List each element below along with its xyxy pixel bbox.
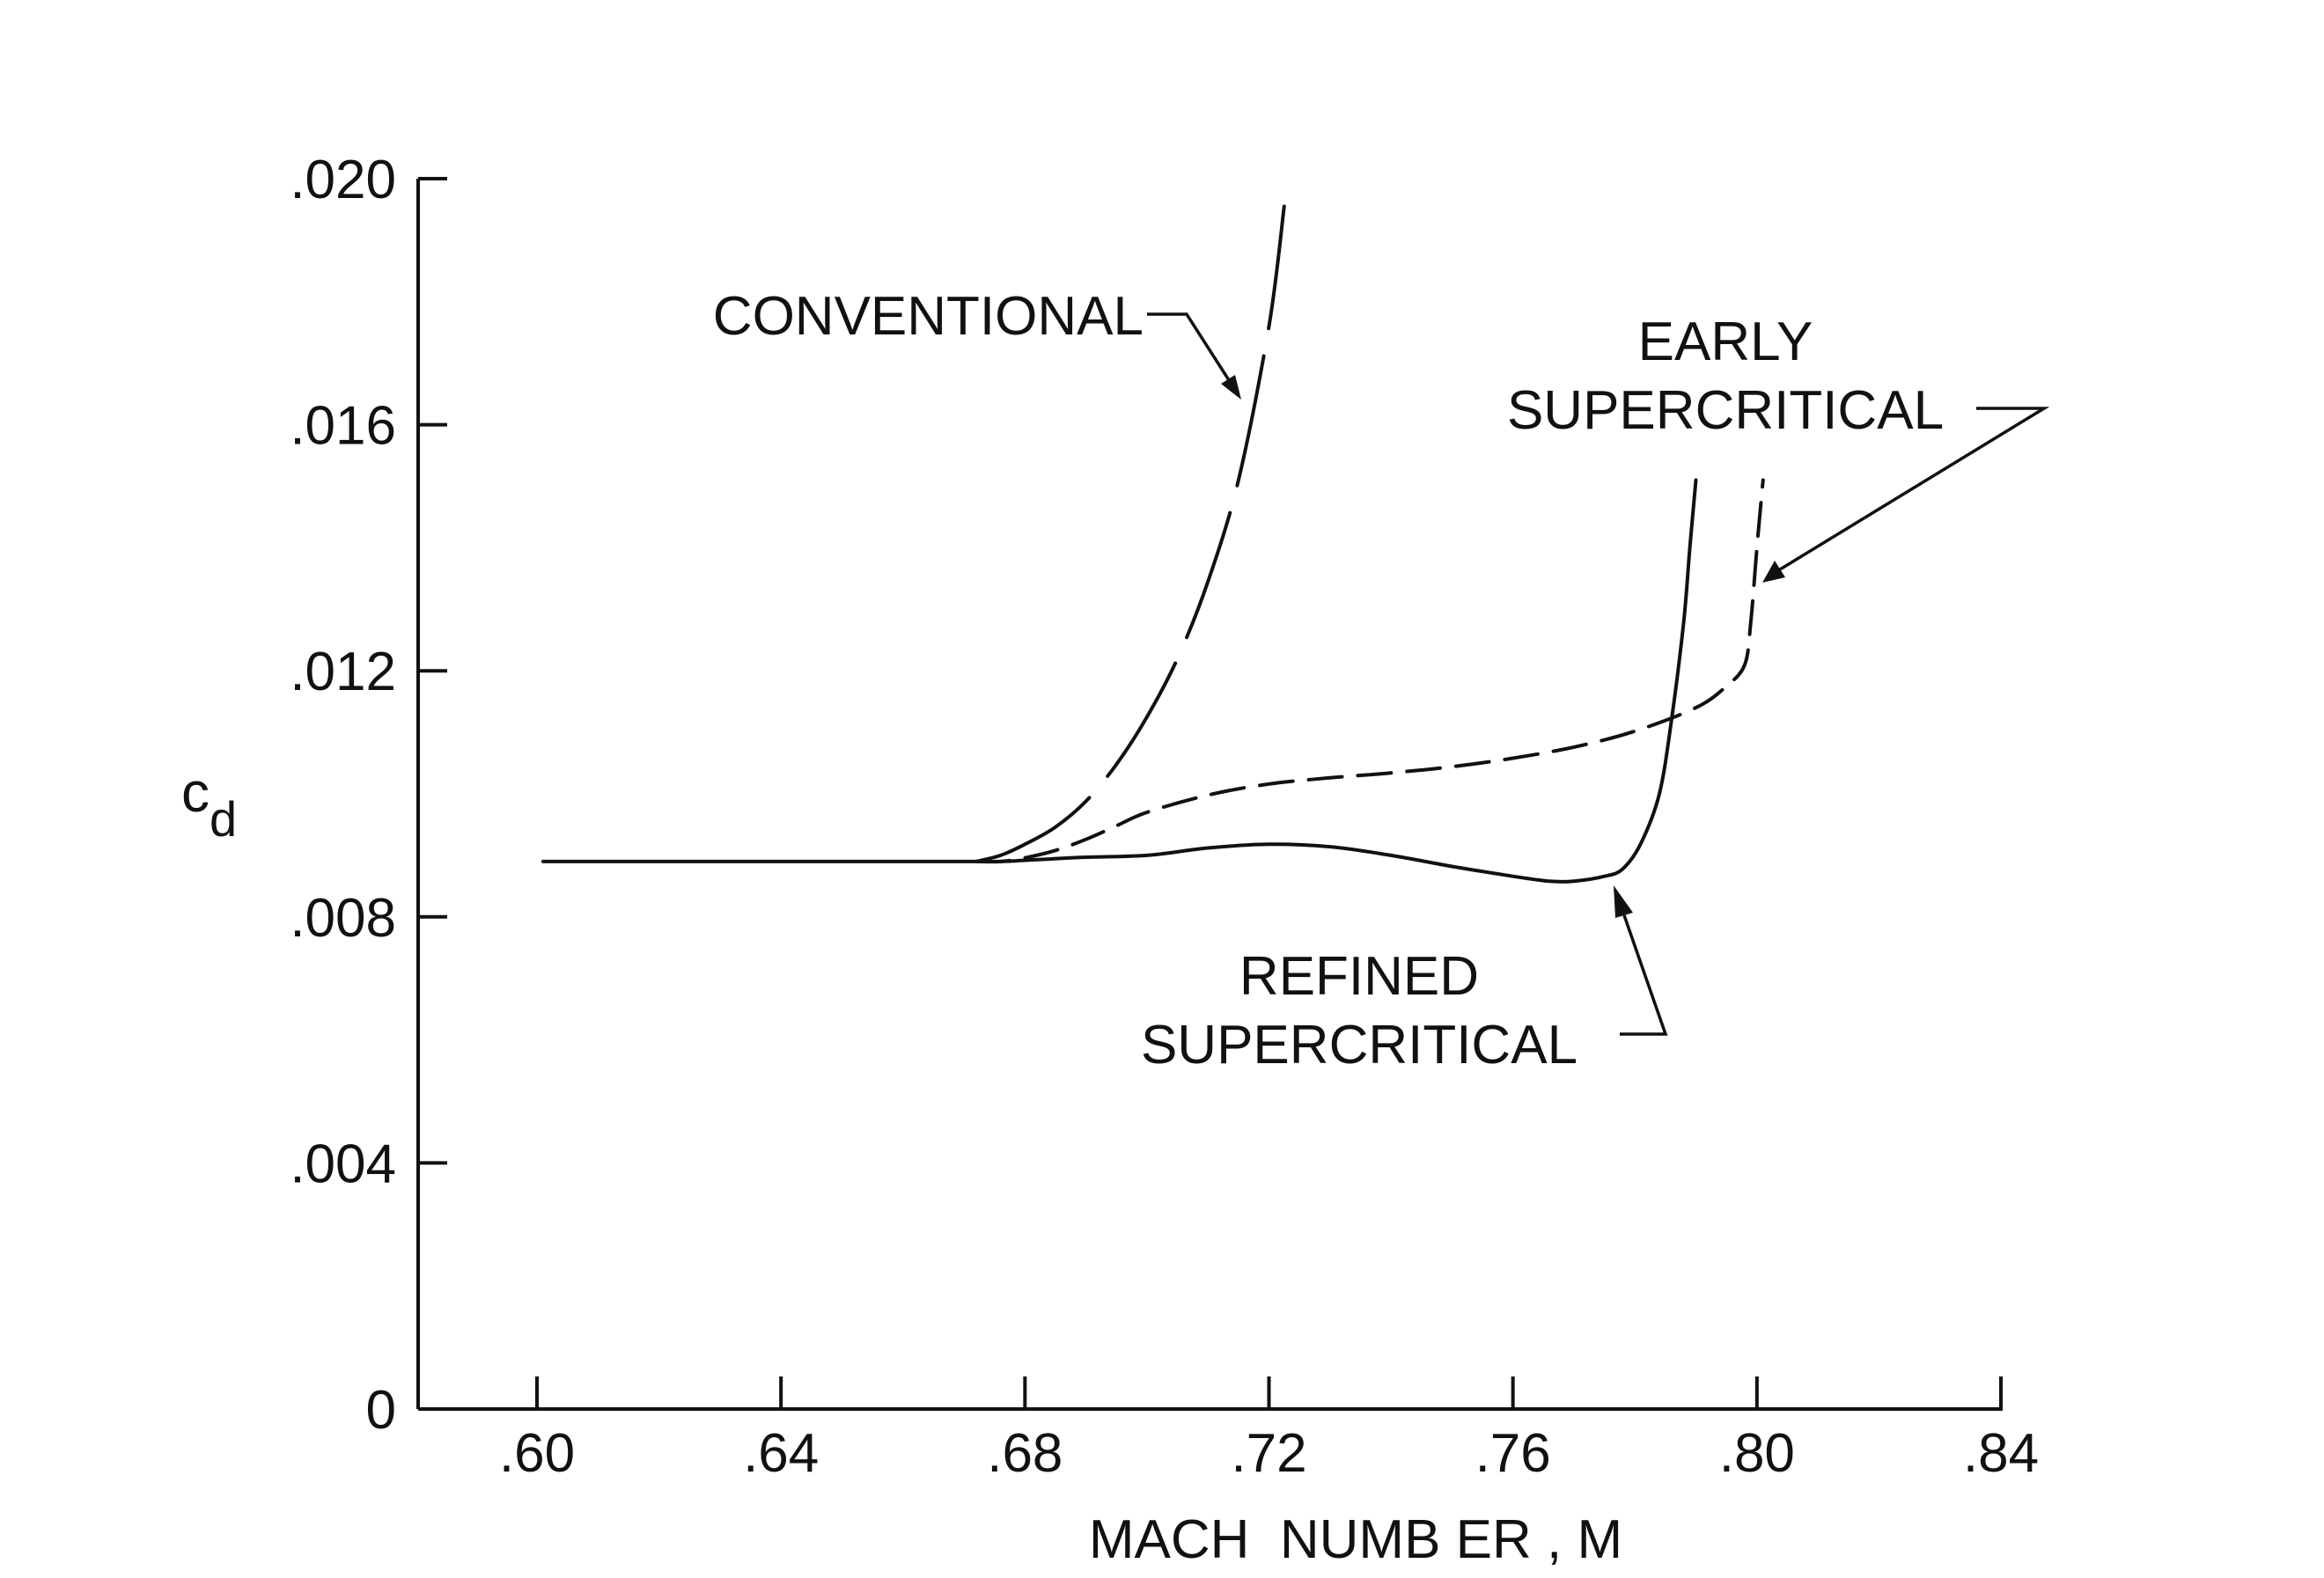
y-axis-title-subscript: d — [210, 791, 237, 847]
axis-titles: MACH NUMB ER , M cd — [181, 760, 1622, 1570]
y-tick-label: .004 — [290, 1134, 396, 1194]
series-curve-0 — [541, 478, 1698, 884]
arrowhead-refined-supercritical — [1614, 885, 1633, 918]
y-tick-label: .016 — [290, 396, 396, 457]
y-tick-label: .012 — [290, 642, 396, 702]
y-axis-title-main: c — [181, 760, 210, 824]
annotations: CONVENTIONAL EARLY SUPERCRITICAL REFINED… — [713, 286, 2050, 1075]
x-tick-label: .80 — [1719, 1423, 1795, 1484]
arrowhead-early-supercritical — [1762, 561, 1785, 583]
series-curve-1 — [974, 478, 1765, 864]
y-tick-label: .020 — [290, 150, 396, 210]
annotation-early-line-1: EARLY — [1638, 312, 1813, 372]
x-tick-label: .72 — [1231, 1423, 1306, 1484]
annotation-refined-line-1: REFINED — [1239, 946, 1479, 1007]
drag-curves — [541, 204, 1765, 884]
x-tick-label: .84 — [1963, 1423, 2039, 1484]
y-tick-label: .008 — [290, 888, 396, 949]
x-tick-label: .64 — [743, 1423, 819, 1484]
leader-refined-supercritical — [1620, 914, 1668, 1036]
arrowhead-conventional — [1221, 375, 1241, 400]
annotation-early-line-2: SUPERCRITICAL — [1507, 380, 1944, 441]
series-curve-2 — [974, 204, 1286, 863]
y-axis-title: cd — [181, 760, 237, 847]
y-tick-label: 0 — [366, 1380, 396, 1441]
leader-early-supercritical — [1779, 407, 2050, 571]
axes — [416, 179, 2003, 1411]
x-tick-label: .60 — [499, 1423, 575, 1484]
y-ticks: 0 .004 .008 .012 .016 .020 — [290, 150, 447, 1441]
annotation-refined-line-2: SUPERCRITICAL — [1141, 1015, 1578, 1075]
x-axis-title: MACH NUMB ER , M — [1089, 1509, 1622, 1570]
x-ticks: .60 .64 .68 .72 .76 .80 .84 — [499, 1376, 2039, 1484]
annotation-conventional: CONVENTIONAL — [713, 286, 1144, 347]
x-tick-label: .76 — [1475, 1423, 1551, 1484]
x-tick-label: .68 — [987, 1423, 1063, 1484]
leader-conventional — [1147, 312, 1231, 381]
